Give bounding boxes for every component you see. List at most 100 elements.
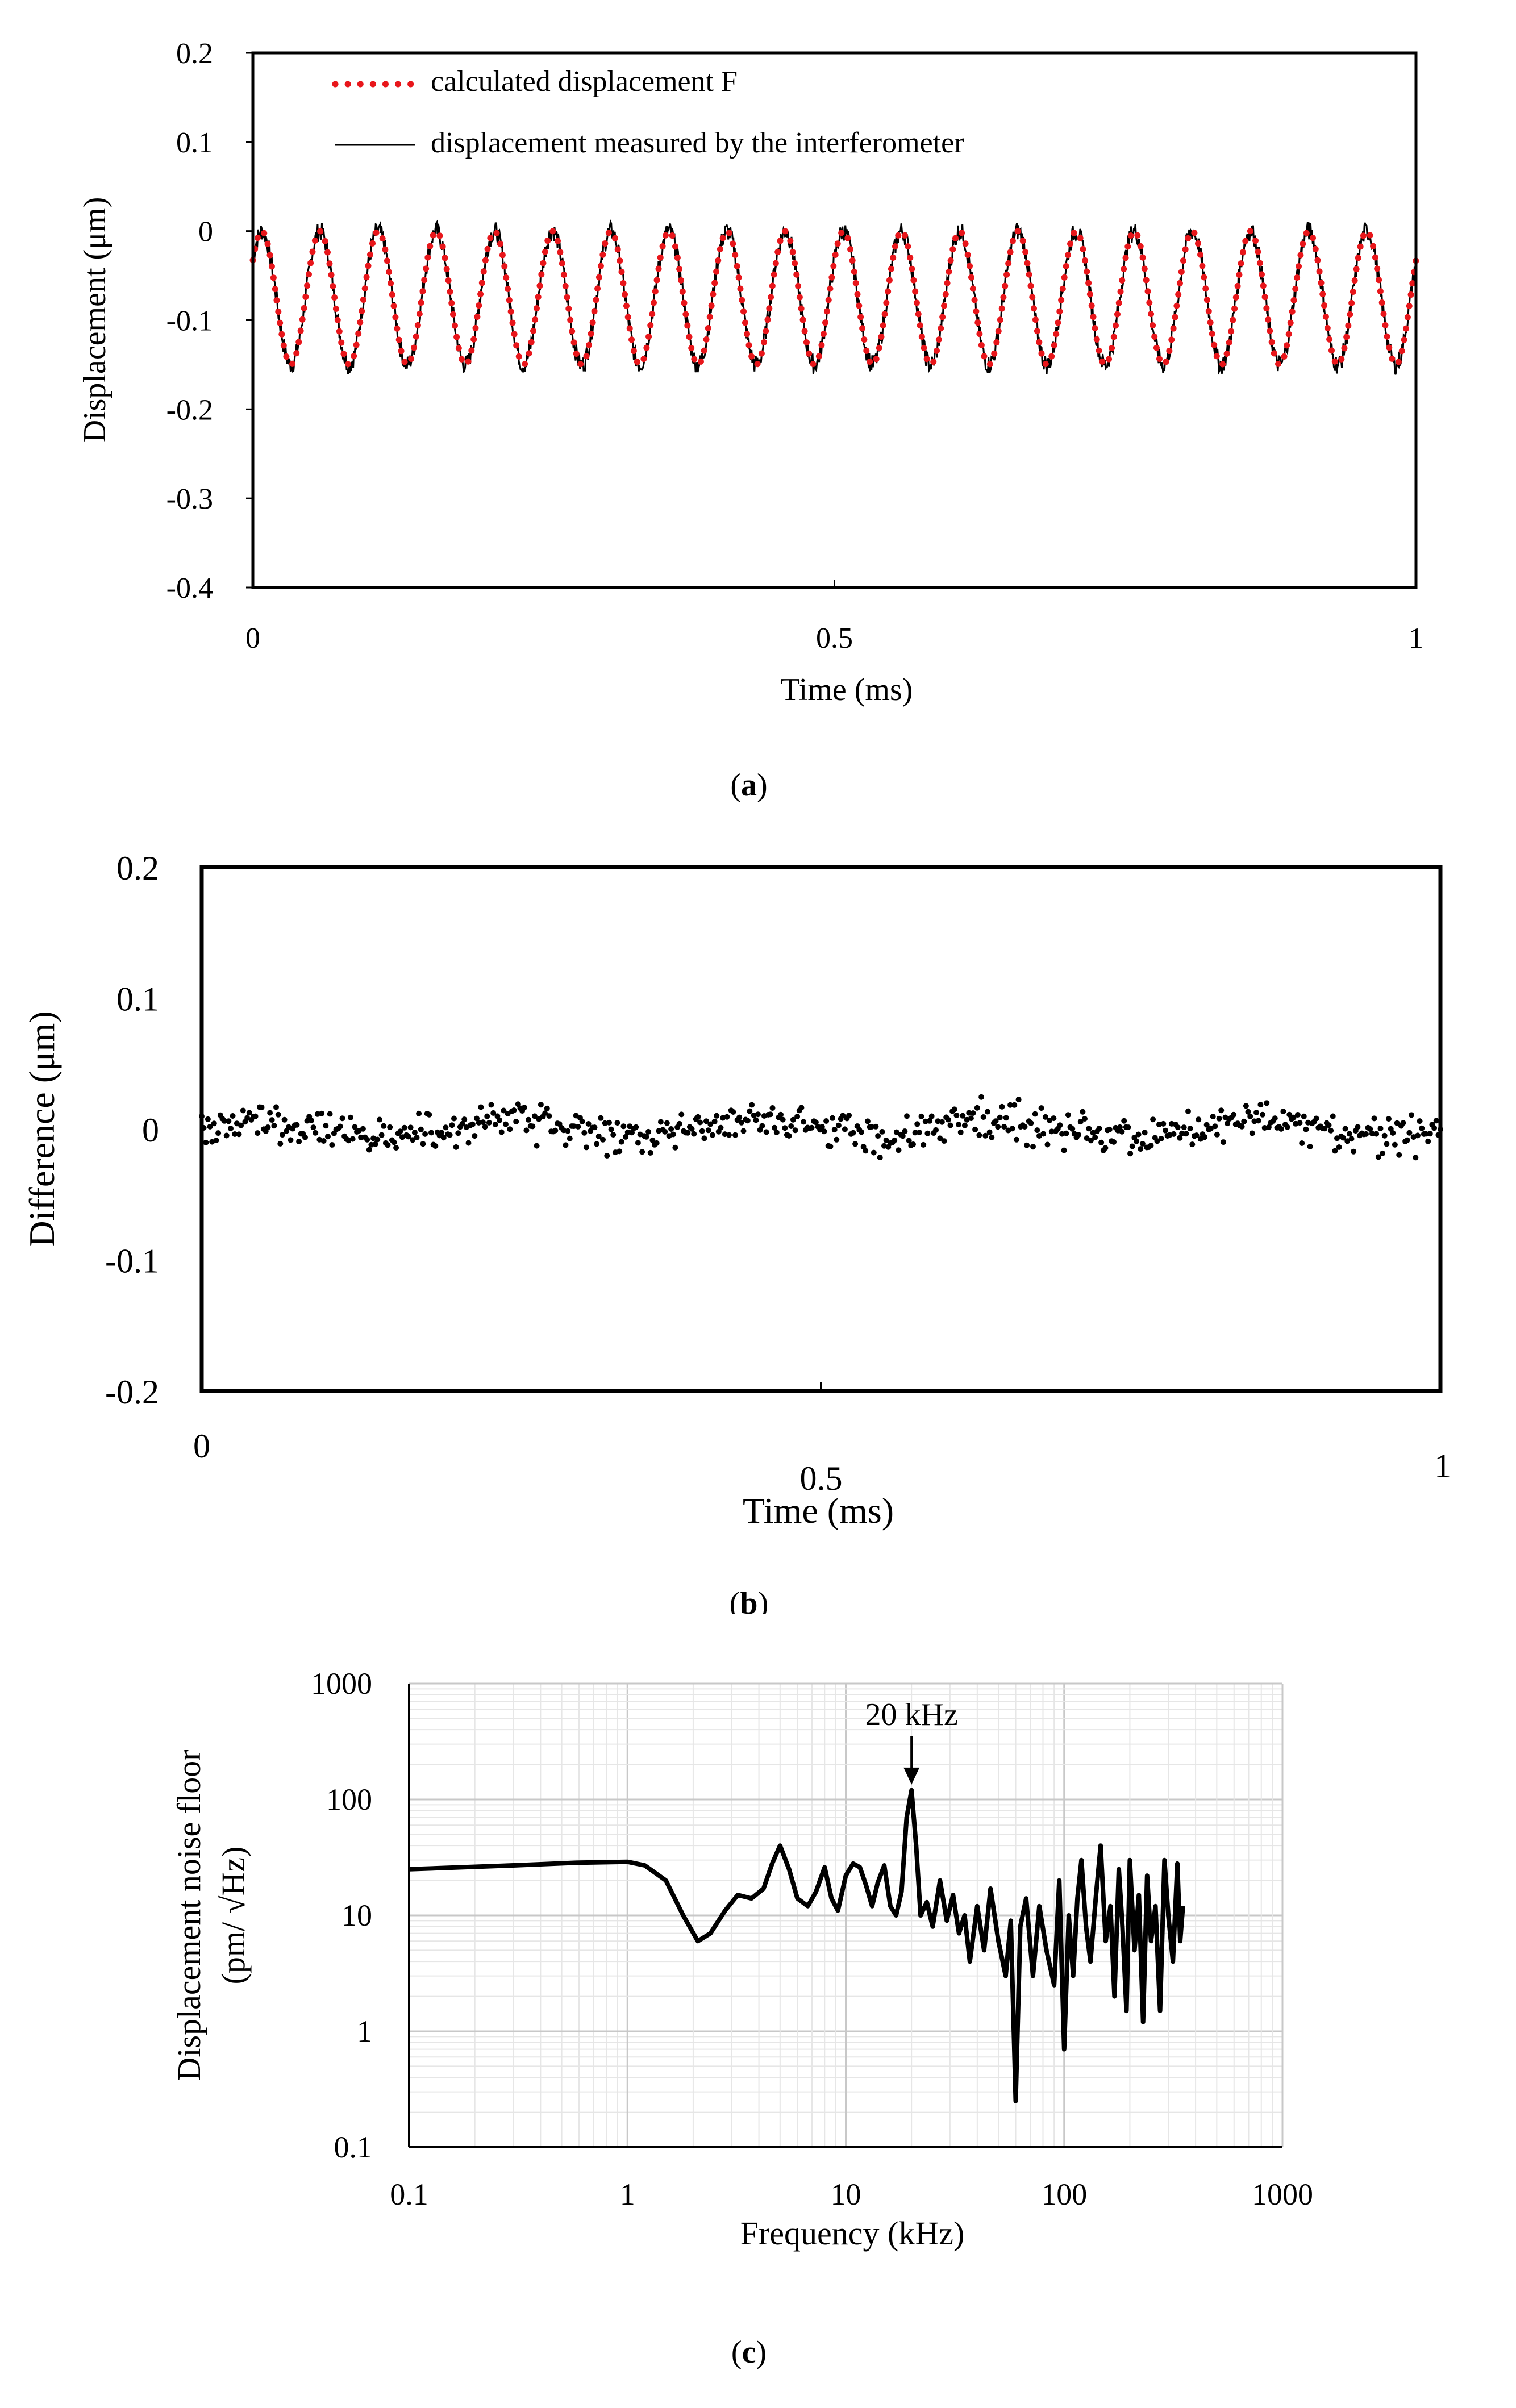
scatter-point <box>232 1131 238 1137</box>
scatter-point <box>1272 1115 1278 1122</box>
scatter-point <box>1139 1141 1146 1147</box>
scatter-point <box>1265 1124 1272 1130</box>
scatter-point <box>407 1124 414 1131</box>
scatter-point <box>1299 1140 1305 1146</box>
scatter-point <box>788 1123 794 1129</box>
scatter-point <box>672 1144 678 1151</box>
scatter-point <box>842 1126 848 1132</box>
scatter-point <box>281 1116 288 1123</box>
scatter-point <box>813 1119 819 1126</box>
x-axis-title: Frequency (kHz) <box>740 2215 965 2252</box>
x-tick-label: 0 <box>245 622 260 655</box>
scatter-point <box>490 1110 497 1116</box>
scatter-point <box>879 1128 885 1135</box>
scatter-point <box>329 1142 335 1148</box>
scatter-point <box>1253 1110 1260 1115</box>
scatter-point <box>455 1130 461 1136</box>
scatter-point <box>411 1130 418 1136</box>
scatter-point <box>819 1124 825 1130</box>
y-tick-label: -0.4 <box>166 572 213 605</box>
scatter-point <box>1301 1113 1307 1119</box>
scatter-point <box>906 1138 912 1144</box>
scatter-point <box>360 1126 366 1132</box>
scatter-point <box>763 1129 769 1135</box>
scatter-point <box>265 1124 271 1130</box>
scatter-point <box>1386 1116 1392 1122</box>
scatter-point <box>974 1105 980 1111</box>
x-tick-label: 1000 <box>1252 2177 1313 2211</box>
scatter-point <box>1415 1132 1421 1139</box>
scatter-point <box>238 1122 244 1128</box>
scatter-point <box>753 1117 759 1123</box>
scatter-point <box>207 1123 213 1130</box>
scatter-point <box>1189 1141 1196 1148</box>
scatter-point <box>1156 1122 1162 1127</box>
scatter-point <box>1135 1131 1142 1138</box>
scatter-point <box>1125 1124 1131 1130</box>
scatter-point <box>1322 1126 1328 1132</box>
scatter-point <box>978 1094 985 1100</box>
scatter-point <box>985 1109 990 1115</box>
scatter-point <box>623 1134 629 1140</box>
scatter-point <box>608 1126 614 1132</box>
scatter-point <box>809 1124 815 1131</box>
scatter-point <box>1069 1126 1076 1132</box>
noise-floor-line <box>409 1788 1185 2103</box>
scatter-point <box>980 1114 986 1120</box>
scatter-point <box>1425 1138 1431 1144</box>
scatter-point <box>676 1120 682 1127</box>
scatter-point <box>863 1148 869 1154</box>
scatter-point <box>246 1110 252 1116</box>
scatter-point <box>1290 1114 1297 1120</box>
scatter-point <box>565 1128 571 1134</box>
scatter-point <box>277 1140 284 1147</box>
scatter-point <box>1042 1114 1048 1120</box>
scatter-point <box>1106 1126 1113 1132</box>
scatter-point <box>1044 1141 1051 1148</box>
scatter-point <box>703 1118 709 1124</box>
scatter-point <box>740 1128 747 1134</box>
scatter-point <box>995 1124 1001 1130</box>
y-tick-label: 10 <box>341 1898 372 1932</box>
scatter-point <box>1138 1146 1144 1152</box>
scatter-point <box>755 1111 761 1118</box>
scatter-point <box>864 1118 871 1124</box>
scatter-point <box>296 1139 302 1144</box>
scatter-point <box>573 1113 579 1119</box>
scatter-point <box>893 1129 899 1135</box>
scatter-point <box>387 1124 393 1130</box>
scatter-point <box>546 1113 552 1119</box>
scatter-point <box>294 1122 300 1128</box>
scatter-point <box>374 1136 381 1143</box>
scatter-point <box>852 1141 859 1147</box>
scatter-point <box>1346 1131 1352 1137</box>
scatter-point <box>1332 1148 1338 1154</box>
scatter-point <box>592 1124 598 1131</box>
scatter-point <box>749 1102 755 1108</box>
scatter-point <box>798 1105 805 1111</box>
scatter-point <box>738 1119 744 1126</box>
scatter-point <box>1030 1144 1036 1150</box>
scatter-point <box>498 1129 505 1135</box>
scatter-point <box>976 1132 982 1138</box>
scatter-point <box>523 1127 530 1134</box>
scatter-point <box>368 1141 374 1148</box>
scatter-point <box>1380 1150 1386 1156</box>
scatter-point <box>691 1131 697 1137</box>
scatter-point <box>534 1143 540 1149</box>
scatter-point <box>267 1110 273 1116</box>
annotation-label: 20 kHz <box>865 1697 958 1732</box>
x-tick-label: 0.5 <box>816 622 853 655</box>
scatter-point <box>767 1111 773 1118</box>
scatter-point <box>480 1119 486 1126</box>
scatter-point <box>575 1123 581 1130</box>
scatter-point <box>792 1127 798 1134</box>
scatter-point <box>1181 1124 1187 1131</box>
x-tick-label: 10 <box>831 2177 861 2211</box>
scatter-point <box>476 1119 482 1126</box>
scatter-point <box>662 1128 668 1135</box>
scatter-point <box>714 1113 720 1119</box>
scatter-point <box>633 1124 639 1130</box>
